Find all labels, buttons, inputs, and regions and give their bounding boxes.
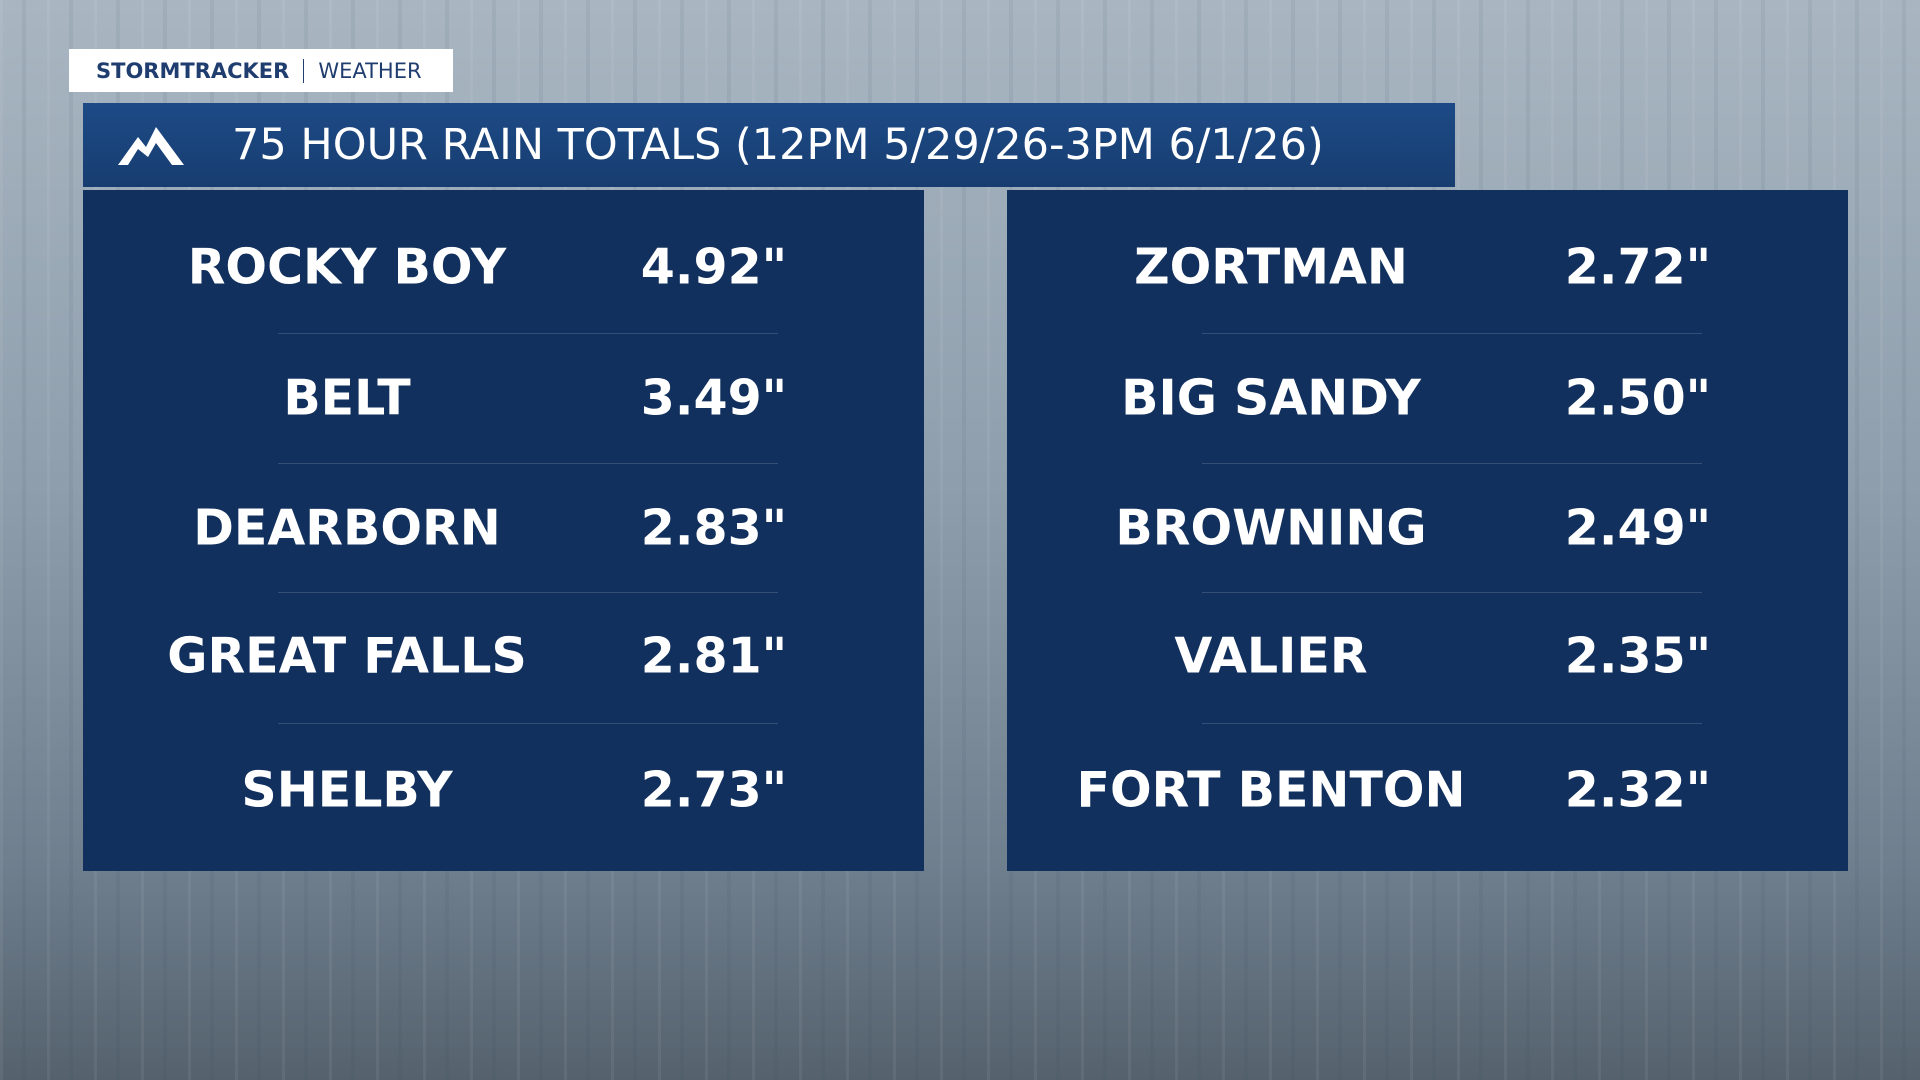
brand-section: WEATHER bbox=[318, 58, 422, 83]
rain-total: 2.83" bbox=[640, 499, 788, 557]
table-row: VALIER 2.35" bbox=[1007, 591, 1848, 721]
row-separator bbox=[278, 463, 778, 464]
table-row: ROCKY BOY 4.92" bbox=[83, 202, 924, 332]
row-separator bbox=[278, 333, 778, 334]
rain-total: 2.49" bbox=[1564, 499, 1712, 557]
table-row: BROWNING 2.49" bbox=[1007, 463, 1848, 593]
rain-total: 2.72" bbox=[1564, 238, 1712, 296]
rain-total: 2.35" bbox=[1564, 627, 1712, 685]
table-panel: ZORTMAN 2.72" BIG SANDY 2.50" BROWNING 2.49" V… bbox=[1007, 190, 1848, 871]
brand-name: STORMTRACKER bbox=[96, 58, 290, 83]
location: ZORTMAN bbox=[1134, 238, 1408, 296]
title: 75 HOUR RAIN TOTALS (12PM 5/29/26-3PM 6/… bbox=[232, 120, 1324, 170]
table-row: FORT BENTON 2.32" bbox=[1007, 725, 1848, 855]
location: SHELBY bbox=[241, 761, 453, 819]
row-separator bbox=[1202, 333, 1702, 334]
location: BELT bbox=[283, 369, 411, 427]
location: FORT BENTON bbox=[1076, 761, 1466, 819]
rain-total: 2.32" bbox=[1564, 761, 1712, 819]
table-row: BELT 3.49" bbox=[83, 333, 924, 463]
table-row: ZORTMAN 2.72" bbox=[1007, 202, 1848, 332]
mountain-icon bbox=[118, 127, 184, 165]
rain-total: 2.50" bbox=[1564, 369, 1712, 427]
table-panel: ROCKY BOY 4.92" BELT 3.49" DEARBORN 2.83" GREA… bbox=[83, 190, 924, 871]
location: BROWNING bbox=[1115, 499, 1427, 557]
rain-total: 2.73" bbox=[640, 761, 788, 819]
location: ROCKY BOY bbox=[187, 238, 507, 296]
brand-tag: STORMTRACKER WEATHER bbox=[69, 49, 453, 92]
row-separator bbox=[1202, 463, 1702, 464]
table-row: DEARBORN 2.83" bbox=[83, 463, 924, 593]
rain-total: 4.92" bbox=[640, 238, 788, 296]
location: GREAT FALLS bbox=[167, 627, 527, 685]
title-bar: 75 HOUR RAIN TOTALS (12PM 5/29/26-3PM 6/… bbox=[83, 103, 1455, 187]
row-separator bbox=[1202, 723, 1702, 724]
row-separator bbox=[278, 723, 778, 724]
location: BIG SANDY bbox=[1121, 369, 1421, 427]
table-row: GREAT FALLS 2.81" bbox=[83, 591, 924, 721]
location: VALIER bbox=[1174, 627, 1368, 685]
rain-total: 3.49" bbox=[640, 369, 788, 427]
row-separator bbox=[1202, 592, 1702, 593]
table-row: BIG SANDY 2.50" bbox=[1007, 333, 1848, 463]
row-separator bbox=[278, 592, 778, 593]
table-row: SHELBY 2.73" bbox=[83, 725, 924, 855]
brand-divider bbox=[303, 58, 305, 83]
location: DEARBORN bbox=[193, 499, 501, 557]
rain-total: 2.81" bbox=[640, 627, 788, 685]
